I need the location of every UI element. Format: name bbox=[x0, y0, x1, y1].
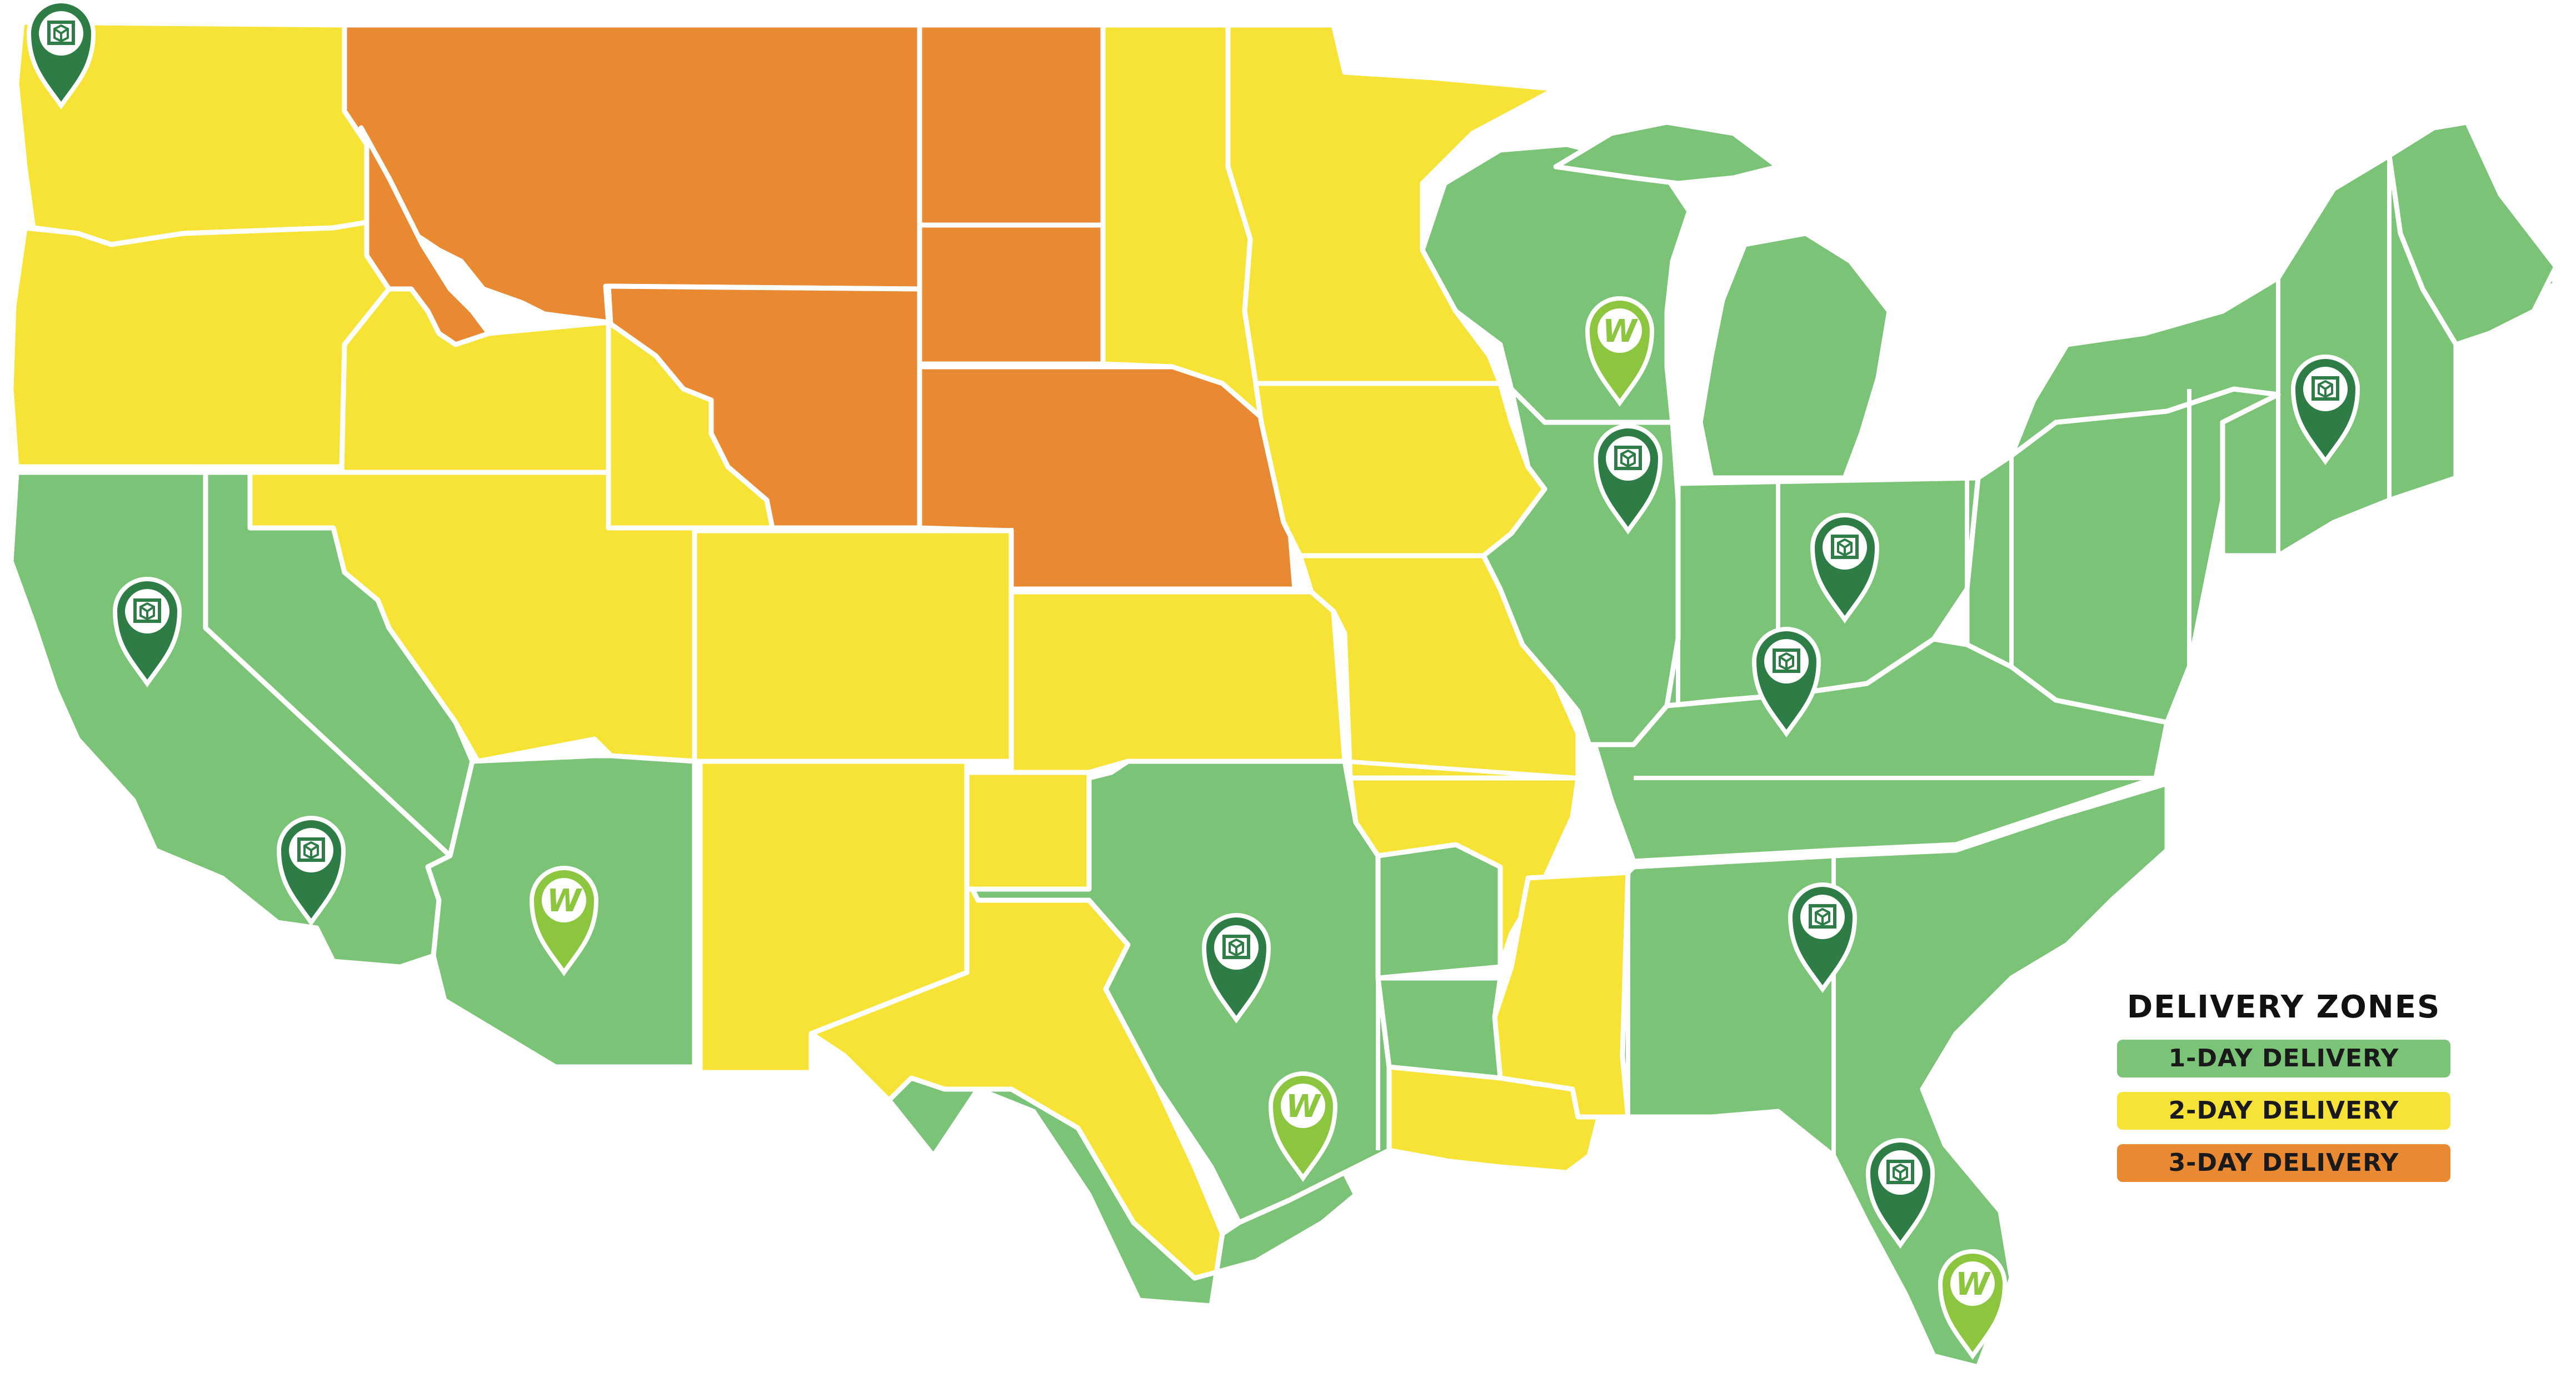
region-south-dakota bbox=[917, 222, 1106, 367]
region-new-england-maine bbox=[2387, 119, 2559, 347]
region-nevada bbox=[203, 470, 475, 859]
legend-item-3-day: 3-DAY DELIVERY bbox=[2117, 1144, 2450, 1182]
partner-pin: W bbox=[529, 866, 599, 976]
region-colorado bbox=[692, 528, 1014, 764]
legend-title: DELIVERY ZONES bbox=[2126, 989, 2441, 1025]
warehouse-pin bbox=[1810, 513, 1880, 623]
legend-item-2-day: 2-DAY DELIVERY bbox=[2117, 1092, 2450, 1130]
partner-w-icon: W bbox=[1602, 313, 1639, 350]
partner-pin: W bbox=[1938, 1249, 2008, 1360]
partner-w-icon: W bbox=[1286, 1089, 1322, 1125]
legend: DELIVERY ZONES 1-DAY DELIVERY 2-DAY DELI… bbox=[2106, 989, 2462, 1196]
region-michigan bbox=[1698, 231, 1892, 481]
warehouse-box-icon bbox=[1614, 446, 1642, 470]
warehouse-box-icon bbox=[1773, 648, 1800, 673]
region-texas-central bbox=[886, 1075, 1359, 1309]
warehouse-pin bbox=[1751, 627, 1821, 737]
region-iowa bbox=[1253, 381, 1547, 558]
warehouse-box-icon bbox=[133, 598, 161, 623]
region-oklahoma-panhandle bbox=[964, 770, 1092, 892]
warehouse-box-icon bbox=[1886, 1160, 1914, 1184]
warehouse-box-icon bbox=[2312, 376, 2339, 401]
warehouse-pin bbox=[276, 816, 346, 926]
warehouse-pin bbox=[1788, 882, 1858, 993]
warehouse-pin bbox=[2290, 355, 2360, 465]
partner-pin: W bbox=[1585, 296, 1655, 407]
warehouse-pin bbox=[26, 0, 96, 109]
pin-badge bbox=[1281, 1084, 1325, 1128]
state-regions bbox=[8, 19, 2559, 1370]
warehouse-pin bbox=[1593, 424, 1663, 535]
warehouse-pin bbox=[112, 577, 182, 687]
pin-badge bbox=[542, 878, 586, 922]
warehouse-pin bbox=[1865, 1138, 1935, 1249]
partner-w-icon: W bbox=[547, 883, 583, 919]
warehouse-box-icon bbox=[297, 837, 325, 862]
warehouse-pins bbox=[26, 0, 2360, 1249]
warehouse-box-icon bbox=[1809, 904, 1836, 929]
partner-pins: W W W W bbox=[529, 296, 2008, 1360]
region-kansas bbox=[1009, 589, 1347, 775]
warehouse-box-icon bbox=[1222, 935, 1250, 959]
partner-w-icon: W bbox=[1955, 1266, 1991, 1303]
warehouse-pin bbox=[1201, 913, 1271, 1024]
state-borders bbox=[342, 25, 2392, 1156]
region-oregon bbox=[8, 219, 392, 470]
region-louisiana-north bbox=[1375, 975, 1503, 1081]
region-michigan-upper bbox=[1553, 119, 1781, 186]
region-north-dakota bbox=[917, 22, 1106, 228]
pin-badge bbox=[1597, 308, 1642, 353]
region-arkansas-delta bbox=[1375, 842, 1503, 981]
partner-pin: W bbox=[1268, 1071, 1338, 1182]
region-wyoming-southwest bbox=[606, 320, 775, 531]
pin-badge bbox=[1950, 1261, 1995, 1306]
legend-item-1-day: 1-DAY DELIVERY bbox=[2117, 1040, 2450, 1077]
region-southeast bbox=[1620, 781, 2170, 1370]
warehouse-box-icon bbox=[1831, 535, 1859, 559]
warehouse-box-icon bbox=[47, 21, 75, 45]
